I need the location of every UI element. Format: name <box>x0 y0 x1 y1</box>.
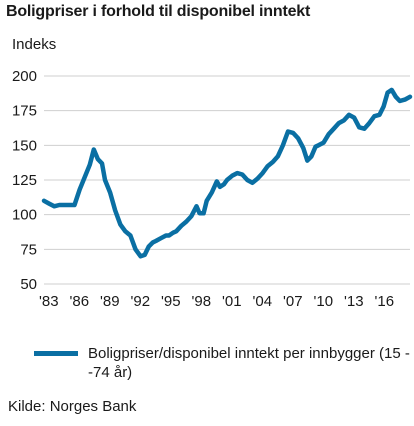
x-tick-label: '86 <box>70 293 90 310</box>
x-tick-label: '83 <box>39 293 59 310</box>
x-tick-label: '07 <box>283 293 303 310</box>
y-axis-label: Indeks <box>12 36 57 53</box>
y-tick-label: 75 <box>20 241 37 258</box>
x-tick-label: '89 <box>100 293 120 310</box>
legend-label: Boligpriser/disponibel inntekt per innby… <box>88 345 410 381</box>
x-tick-labels: '83 '86 '89 '92 '95 '98 '01 '04 '07 '10 '13 '16 <box>39 293 394 310</box>
x-tick-label: '10 <box>314 293 334 310</box>
y-tick-label: 125 <box>12 172 37 189</box>
y-tick-labels: 50 75 100 125 150 175 200 <box>12 68 37 293</box>
y-tick-label: 200 <box>12 68 37 85</box>
y-tick-label: 100 <box>12 207 37 224</box>
gridlines <box>44 75 410 285</box>
source-note: Kilde: Norges Bank <box>8 398 137 415</box>
x-tick-label: '98 <box>192 293 212 310</box>
y-tick-label: 175 <box>12 103 37 120</box>
legend-swatch <box>34 351 78 356</box>
series-line <box>41 87 413 259</box>
chart-title: Boligpriser i forhold til disponibel inn… <box>6 3 311 20</box>
x-tick-label: '95 <box>161 293 181 310</box>
series-lines <box>41 87 413 259</box>
y-tick-label: 150 <box>12 137 37 154</box>
y-tick-label: 50 <box>20 276 37 293</box>
x-tick-label: '92 <box>131 293 151 310</box>
x-tick-label: '01 <box>222 293 242 310</box>
x-tick-label: '04 <box>253 293 273 310</box>
x-tick-label: '13 <box>344 293 364 310</box>
x-tick-label: '16 <box>375 293 395 310</box>
